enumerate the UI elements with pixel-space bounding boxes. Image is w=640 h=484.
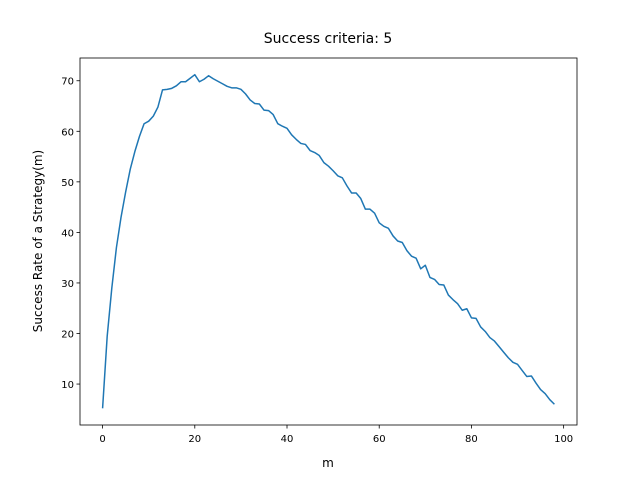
y-tick-label: 50 <box>61 178 74 189</box>
y-tick-label: 30 <box>61 279 74 290</box>
plot-frame <box>79 57 578 426</box>
x-tick-label: 40 <box>281 434 294 445</box>
y-tick-label: 20 <box>61 330 74 341</box>
y-tick-label: 10 <box>61 380 74 391</box>
y-tick-label: 70 <box>61 77 74 88</box>
x-axis-label: m <box>322 456 334 470</box>
x-tick-label: 20 <box>188 434 201 445</box>
chart-title: Success criteria: 5 <box>264 31 393 47</box>
y-tick-label: 40 <box>61 228 74 239</box>
y-tick-label: 60 <box>61 127 74 138</box>
data-line <box>101 73 555 409</box>
x-tick-label: 100 <box>554 434 573 445</box>
x-tick-label: 0 <box>99 434 105 445</box>
y-axis-label: Success Rate of a Strategy(m) <box>31 150 45 332</box>
x-tick-label: 80 <box>465 434 478 445</box>
x-tick-label: 60 <box>373 434 386 445</box>
